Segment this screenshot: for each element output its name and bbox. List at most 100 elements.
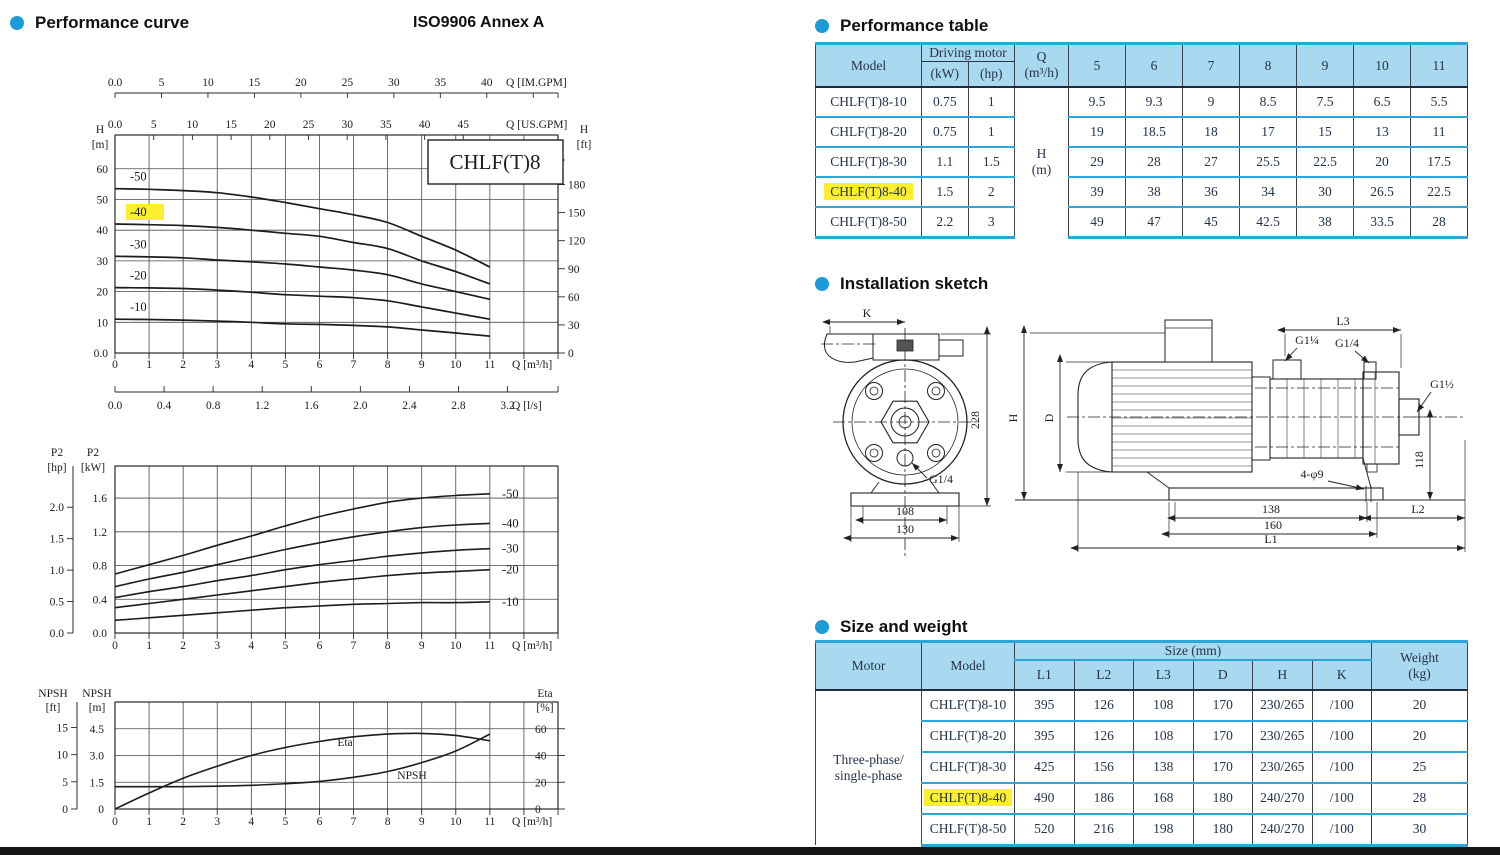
dim-value-cell: 186 <box>1073 781 1134 814</box>
x-tick-label: 1 <box>146 816 152 828</box>
col-header-flow: 10 <box>1353 41 1411 88</box>
iso-standard-label: ISO9906 Annex A <box>413 14 545 31</box>
npsh-m-tick: 4.5 <box>90 724 105 736</box>
h-m-merged-cell: H (m) <box>1014 86 1069 238</box>
model-cell: CHLF(T)8-50 <box>921 812 1015 847</box>
dim-g112-label: G1½ <box>1430 377 1454 391</box>
head-value-cell: 38 <box>1296 205 1354 239</box>
npsh-ft-tick: 5 <box>62 777 68 789</box>
us-gpm-tick: 0.0 <box>108 119 123 131</box>
us-gpm-tick: 35 <box>380 119 392 131</box>
size-weight-row: CHLF(T)8-40 490 186 168 180 240/270/100 28 <box>816 781 1468 814</box>
eta-tick: 20 <box>535 777 547 789</box>
curve--50 <box>114 493 490 575</box>
us-gpm-tick: 45 <box>458 119 470 131</box>
col-header-flow: 7 <box>1182 41 1240 88</box>
h-m-tick: 60 <box>97 164 109 176</box>
curve--50 <box>114 187 491 268</box>
h-m-axis-title: H <box>96 124 104 136</box>
dim-l1-label: L1 <box>1264 532 1277 546</box>
size-weight-row: CHLF(T)8-30 425 156 138 170 230/265/100 25 <box>816 750 1468 783</box>
hp-cell: 3 <box>967 205 1015 239</box>
dim-value-cell: 156 <box>1073 750 1134 783</box>
dim-160-label: 160 <box>1264 518 1282 532</box>
weight-cell: 25 <box>1371 750 1468 783</box>
ls-tick: 1.2 <box>255 400 270 412</box>
curve--40 <box>114 223 491 285</box>
col-header-flow: 9 <box>1296 41 1354 88</box>
performance-row: CHLF(T)8-10 0.75 1 H (m) 9.5 9.3 9 8.5 7.5 6.5 5.5 <box>815 86 1468 238</box>
kw-cell: 0.75 <box>921 86 969 117</box>
x-tick-label: 8 <box>385 359 391 371</box>
x-tick-label: 6 <box>317 640 323 652</box>
dim-value-cell: 395 <box>1014 689 1075 721</box>
dim-value-cell: 108 <box>1133 719 1194 752</box>
highlighted-model: CHLF(T)8-40 <box>923 789 1013 807</box>
model-cell: CHLF(T)8-50 <box>815 205 922 239</box>
dim-value-cell: 126 <box>1073 719 1134 752</box>
npsh-ft-tick: 0 <box>62 804 68 816</box>
npsh-curve-label: NPSH <box>397 770 426 782</box>
col-header-weight: Weight (kg) <box>1371 639 1468 691</box>
dim-k-label: K <box>863 306 872 320</box>
x-tick-label: 9 <box>419 640 425 652</box>
col-header-model: Model <box>921 639 1015 691</box>
size-weight-title: Size and weight <box>815 617 968 637</box>
model-cell: CHLF(T)8-20 <box>815 115 922 147</box>
ls-tick: 0.8 <box>206 400 221 412</box>
ls-axis-label: Q [l/s] <box>512 400 542 412</box>
hp-cell: 1 <box>967 86 1015 117</box>
im-gpm-axis-label: Q [IM.GPM] <box>506 77 567 89</box>
im-gpm-tick: 0.0 <box>108 77 123 89</box>
x-tick-label: 0 <box>112 640 118 652</box>
hp-cell: 1.5 <box>967 145 1015 177</box>
h-m-tick: 30 <box>97 256 109 268</box>
eta-tick: 0 <box>535 804 541 816</box>
x-tick-label: 4 <box>248 640 254 652</box>
highlighted-model: CHLF(T)8-40 <box>824 182 913 200</box>
ls-tick: 2.8 <box>451 400 466 412</box>
performance-row: CHLF(T)8-20 0.75 1 19 18.5 18 17 15 13 11 <box>815 115 1468 147</box>
curve-label: -10 <box>130 300 147 314</box>
kw-axis-title: P2 <box>87 447 99 459</box>
hp-axis-title: P2 <box>51 447 63 459</box>
us-gpm-tick: 20 <box>264 119 276 131</box>
x-tick-label: 5 <box>283 640 289 652</box>
dim-130-label: 130 <box>896 522 914 536</box>
kw-tick: 0.8 <box>93 561 108 573</box>
col-header-motor: Motor <box>815 639 922 691</box>
col-header-q: Q (m³/h) <box>1014 41 1069 88</box>
curve--20 <box>114 568 490 609</box>
x-tick-label: 9 <box>419 816 425 828</box>
curve-label: -20 <box>502 563 519 577</box>
footer-bar <box>0 847 1500 855</box>
dim-228-label: 228 <box>968 411 982 429</box>
x-tick-label: 6 <box>317 359 323 371</box>
dim-value-cell: /100 <box>1311 719 1372 752</box>
im-gpm-tick: 20 <box>295 77 307 89</box>
eta-axis-unit: [%] <box>536 702 553 714</box>
dim-value-cell: 180 <box>1192 812 1253 847</box>
x-tick-label: 3 <box>214 640 220 652</box>
performance-table-title-text: Performance table <box>840 16 989 35</box>
curve-label: -10 <box>502 595 519 609</box>
h-ft-axis-unit: [ft] <box>577 139 592 151</box>
head-value-cell: 28 <box>1410 205 1468 239</box>
eta-curve-label: Eta <box>337 737 352 749</box>
eta-tick: 40 <box>535 751 547 763</box>
performance-curve-title: Performance curve <box>10 13 189 33</box>
h-m-tick: 40 <box>97 225 109 237</box>
size-weight-title-text: Size and weight <box>840 617 968 636</box>
kw-cell: 1.5 <box>921 175 969 207</box>
ls-tick: 2.4 <box>402 400 417 412</box>
size-weight-table: Motor Model Size (mm) Weight (kg) L1 L2 L3 D H K Th… <box>815 639 1468 847</box>
im-gpm-tick: 15 <box>249 77 261 89</box>
ls-tick: 0.0 <box>108 400 123 412</box>
curve--10 <box>114 318 490 337</box>
curve--20 <box>114 286 490 321</box>
hp-tick: 1.0 <box>50 565 65 577</box>
dim-value-cell: 490 <box>1014 781 1075 814</box>
head-value-cell: 28 <box>1125 145 1183 177</box>
head-value-cell: 47 <box>1125 205 1183 239</box>
model-cell: CHLF(T)8-40 <box>815 175 922 207</box>
